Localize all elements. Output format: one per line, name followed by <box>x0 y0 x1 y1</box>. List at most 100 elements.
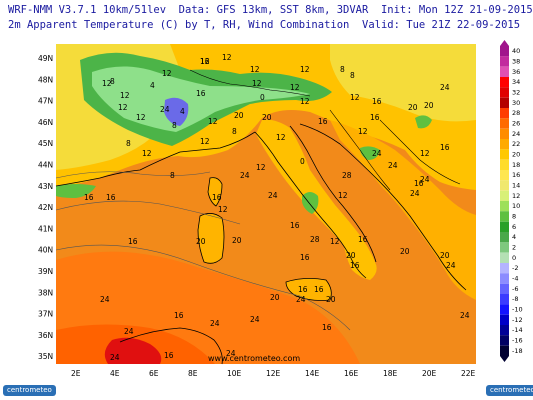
lon-label: 18E <box>383 369 398 378</box>
colorbar-swatch <box>500 325 509 336</box>
colorbar-top-arrow <box>500 40 509 46</box>
contour-label: 0 <box>260 93 265 102</box>
isotherm-16 <box>55 171 211 179</box>
contour-label: 20 <box>440 251 450 260</box>
coastline-sardinia <box>197 213 225 264</box>
colorbar-label: 18 <box>512 161 520 169</box>
lat-label: 43N <box>38 182 53 191</box>
contour-label: 24 <box>372 149 382 158</box>
colorbar-label: 0 <box>512 254 516 262</box>
colorbar-swatch <box>500 108 509 119</box>
colorbar-swatch <box>500 221 509 233</box>
colorbar-swatch <box>500 170 509 181</box>
contour-label: 12 <box>200 57 210 66</box>
contour-label: 20 <box>234 111 244 120</box>
sardinia <box>198 213 224 264</box>
contour-label: 12 <box>338 191 348 200</box>
contour-label: 16 <box>318 117 328 126</box>
contour-label: 12 <box>200 137 210 146</box>
lat-label: 49N <box>38 54 53 63</box>
colorbar-label: 38 <box>512 58 520 66</box>
colorbar-label: 40 <box>512 47 520 55</box>
colorbar-swatch <box>500 242 509 253</box>
colorbar-swatch <box>500 345 509 357</box>
contour-label: 16 <box>128 237 138 246</box>
colorbar-swatch <box>500 77 509 88</box>
lat-label: 35N <box>38 352 53 361</box>
contour-label: 16 <box>322 323 332 332</box>
contour-label: 16 <box>372 97 382 106</box>
contour-label: 20 <box>346 251 356 260</box>
contour-label: 28 <box>310 235 320 244</box>
sicily <box>286 278 332 301</box>
colorbar-label: -16 <box>512 337 523 345</box>
contour-label: 12 <box>142 149 152 158</box>
lat-label: 46N <box>38 118 53 127</box>
contour-label: 16 <box>370 113 380 122</box>
colorbar-label: -8 <box>512 295 518 303</box>
colorbar-label: 4 <box>512 233 516 241</box>
colorbar-label: 14 <box>512 182 520 190</box>
contour-label: 16 <box>196 89 206 98</box>
centrometeo-logo-right[interactable]: centrometeo <box>486 385 533 396</box>
colorbar-swatch <box>500 201 509 212</box>
contour-label: 8 <box>232 127 237 136</box>
contour-label: 24 <box>460 311 470 320</box>
coastline-sicily <box>285 278 332 301</box>
colorbar-swatch <box>500 139 509 150</box>
colorbar-swatch <box>500 149 509 160</box>
contour-label: 20 <box>232 236 242 245</box>
lon-label: 6E <box>149 369 159 378</box>
border-balkans <box>329 109 391 191</box>
lon-label: 12E <box>266 369 281 378</box>
coastline-italy-east <box>289 125 377 263</box>
isotherm-20 <box>55 200 241 225</box>
contour-label: 24 <box>160 105 170 114</box>
latitude-labels: 49N 48N 47N 46N 45N 44N 43N 42N 41N 40N 39N 38N 37N 3… <box>38 54 53 361</box>
contour-label: 24 <box>440 83 450 92</box>
contour-label: 16 <box>106 193 116 202</box>
coastline-africa <box>119 327 223 365</box>
colorbar-bottom-arrow <box>500 356 509 362</box>
lon-label: 4E <box>110 369 120 378</box>
contour-label: 24 <box>210 319 220 328</box>
contour-label: 16 <box>164 351 174 360</box>
contour-label: 12 <box>276 133 286 142</box>
corsica <box>208 177 222 206</box>
lat-label: 40N <box>38 246 53 255</box>
contour-label: 16 <box>314 285 324 294</box>
colorbar-label: 6 <box>512 223 516 231</box>
contour-label: 12 <box>300 65 310 74</box>
colorbar-label: 26 <box>512 120 520 128</box>
colorbar-swatch <box>500 159 509 171</box>
lon-label: 10E <box>227 369 242 378</box>
contour-label: 16 <box>290 221 300 230</box>
contour-label: 12 <box>256 163 266 172</box>
isotherm-24 <box>55 244 351 331</box>
colorbar-swatch <box>500 128 509 140</box>
colorbar-swatch <box>500 87 509 98</box>
contour-label: 24 <box>124 327 134 336</box>
contour-label: 12 <box>330 237 340 246</box>
colorbar-swatch <box>500 314 509 326</box>
contour-label: 24 <box>226 349 236 358</box>
lon-label: 20E <box>422 369 437 378</box>
contour-label: 12 <box>420 149 430 158</box>
contour-label: 8 <box>110 77 115 86</box>
contour-label: 8 <box>350 71 355 80</box>
contour-label: 12 <box>118 103 128 112</box>
pyrenees-green <box>56 184 96 198</box>
cool-land-east <box>330 44 476 122</box>
balkan-green <box>360 146 380 160</box>
coastline-italy-west <box>254 131 367 279</box>
colorbar-label: 28 <box>512 109 520 117</box>
contour-label: 28 <box>342 171 352 180</box>
lat-label: 47N <box>38 97 53 106</box>
map-panel <box>55 44 476 365</box>
colorbar-label: 10 <box>512 202 520 210</box>
centrometeo-logo-left[interactable]: centrometeo <box>3 385 56 396</box>
contour-label: 16 <box>298 285 308 294</box>
border-east <box>379 119 461 185</box>
colorbar-swatch <box>500 118 509 129</box>
contour-label: 16 <box>212 193 222 202</box>
